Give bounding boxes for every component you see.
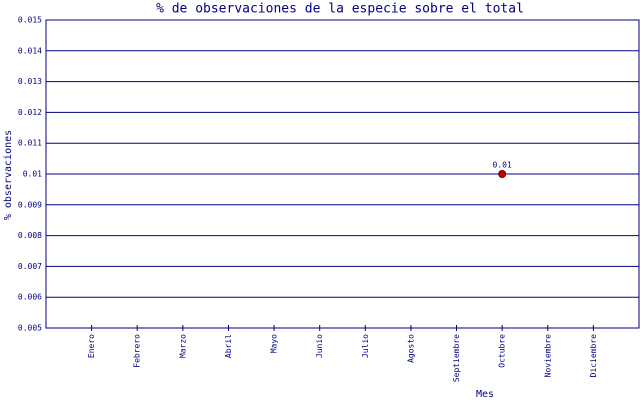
data-label: 0.01 <box>493 161 512 170</box>
x-tick-label: Julio <box>361 334 370 358</box>
x-tick-label: Diciembre <box>589 334 598 378</box>
y-tick-label: 0.012 <box>18 108 42 117</box>
y-tick-label: 0.015 <box>18 16 42 25</box>
y-tick-label: 0.011 <box>18 139 42 148</box>
y-tick-label: 0.007 <box>18 262 42 271</box>
x-tick-label: Febrero <box>133 334 142 368</box>
y-tick-label: 0.006 <box>18 293 42 302</box>
y-tick-label: 0.009 <box>18 200 42 209</box>
y-axis-label: % observaciones <box>3 130 14 220</box>
x-axis-label: Mes <box>476 389 494 400</box>
y-tick-label: 0.008 <box>18 231 42 240</box>
y-tick-label: 0.005 <box>18 324 42 333</box>
x-tick-label: Marzo <box>178 334 187 358</box>
x-tick-label: Mayo <box>270 334 279 353</box>
x-tick-label: Junio <box>315 334 324 358</box>
x-tick-label: Abril <box>224 334 233 358</box>
chart-title: % de observaciones de la especie sobre e… <box>156 2 524 17</box>
y-tick-label: 0.01 <box>23 170 42 179</box>
x-tick-label: Octubre <box>498 334 507 368</box>
x-tick-label: Noviembre <box>543 334 552 378</box>
x-tick-label: Septiembre <box>452 334 461 382</box>
y-tick-label: 0.013 <box>18 77 42 86</box>
y-tick-label: 0.014 <box>18 46 42 55</box>
x-tick-label: Enero <box>87 334 96 358</box>
x-tick-label: Agosto <box>406 334 415 363</box>
point <box>498 170 507 178</box>
